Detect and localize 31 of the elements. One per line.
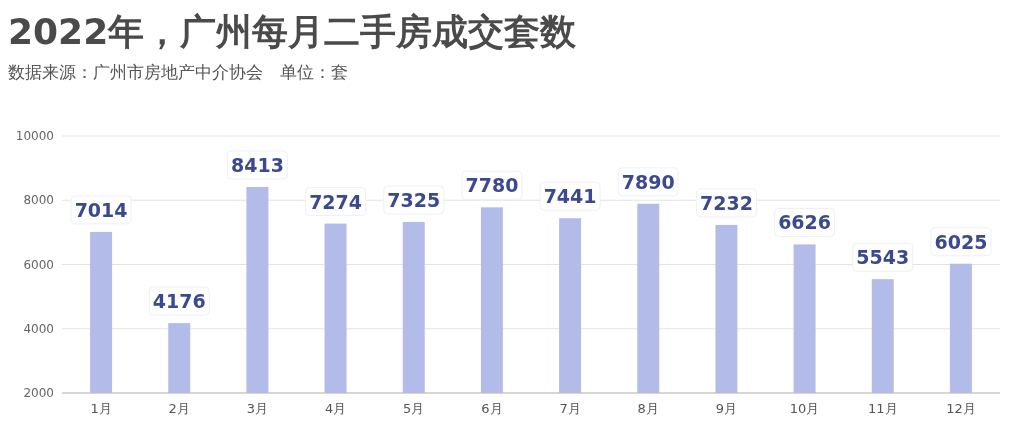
x-tick-label: 6月 bbox=[481, 401, 503, 416]
x-tick-label: 9月 bbox=[715, 401, 738, 416]
y-tick-label: 2000 bbox=[23, 386, 54, 400]
x-tick-label: 3月 bbox=[246, 401, 269, 416]
x-tick-label: 8月 bbox=[637, 401, 659, 416]
data-label: 8413 bbox=[230, 153, 284, 176]
data-label: 7014 bbox=[74, 198, 128, 221]
data-label: 5543 bbox=[856, 246, 910, 269]
data-label: 7274 bbox=[309, 190, 363, 213]
data-label: 4176 bbox=[152, 290, 206, 313]
chart-title: 2022年，广州每月二手房成交套数 bbox=[8, 11, 578, 52]
x-tick-label: 7月 bbox=[559, 401, 581, 416]
data-label: 7232 bbox=[699, 191, 753, 214]
y-tick-label: 8000 bbox=[23, 193, 54, 208]
x-tick-label: 2月 bbox=[168, 401, 190, 416]
x-tick-label: 4月 bbox=[324, 401, 347, 416]
y-tick-label: 6000 bbox=[23, 257, 54, 272]
data-label: 6025 bbox=[934, 230, 988, 253]
x-tick-label: 12月 bbox=[946, 401, 976, 416]
chart-subtitle: 数据来源：广州市房地产中介协会 单位：套 bbox=[8, 62, 348, 82]
x-tick-label: 10月 bbox=[789, 401, 820, 416]
x-tick-label: 5月 bbox=[403, 401, 425, 416]
data-label: 7325 bbox=[387, 188, 441, 211]
x-tick-label: 11月 bbox=[867, 401, 898, 416]
y-tick-label: 4000 bbox=[23, 321, 54, 336]
data-label: 6626 bbox=[778, 211, 832, 234]
data-label: 7780 bbox=[465, 174, 519, 197]
y-tick-label: 10000 bbox=[15, 129, 54, 143]
x-tick-label: 1月 bbox=[90, 401, 112, 416]
data-label: 7441 bbox=[543, 185, 597, 208]
data-label: 7890 bbox=[621, 170, 675, 193]
